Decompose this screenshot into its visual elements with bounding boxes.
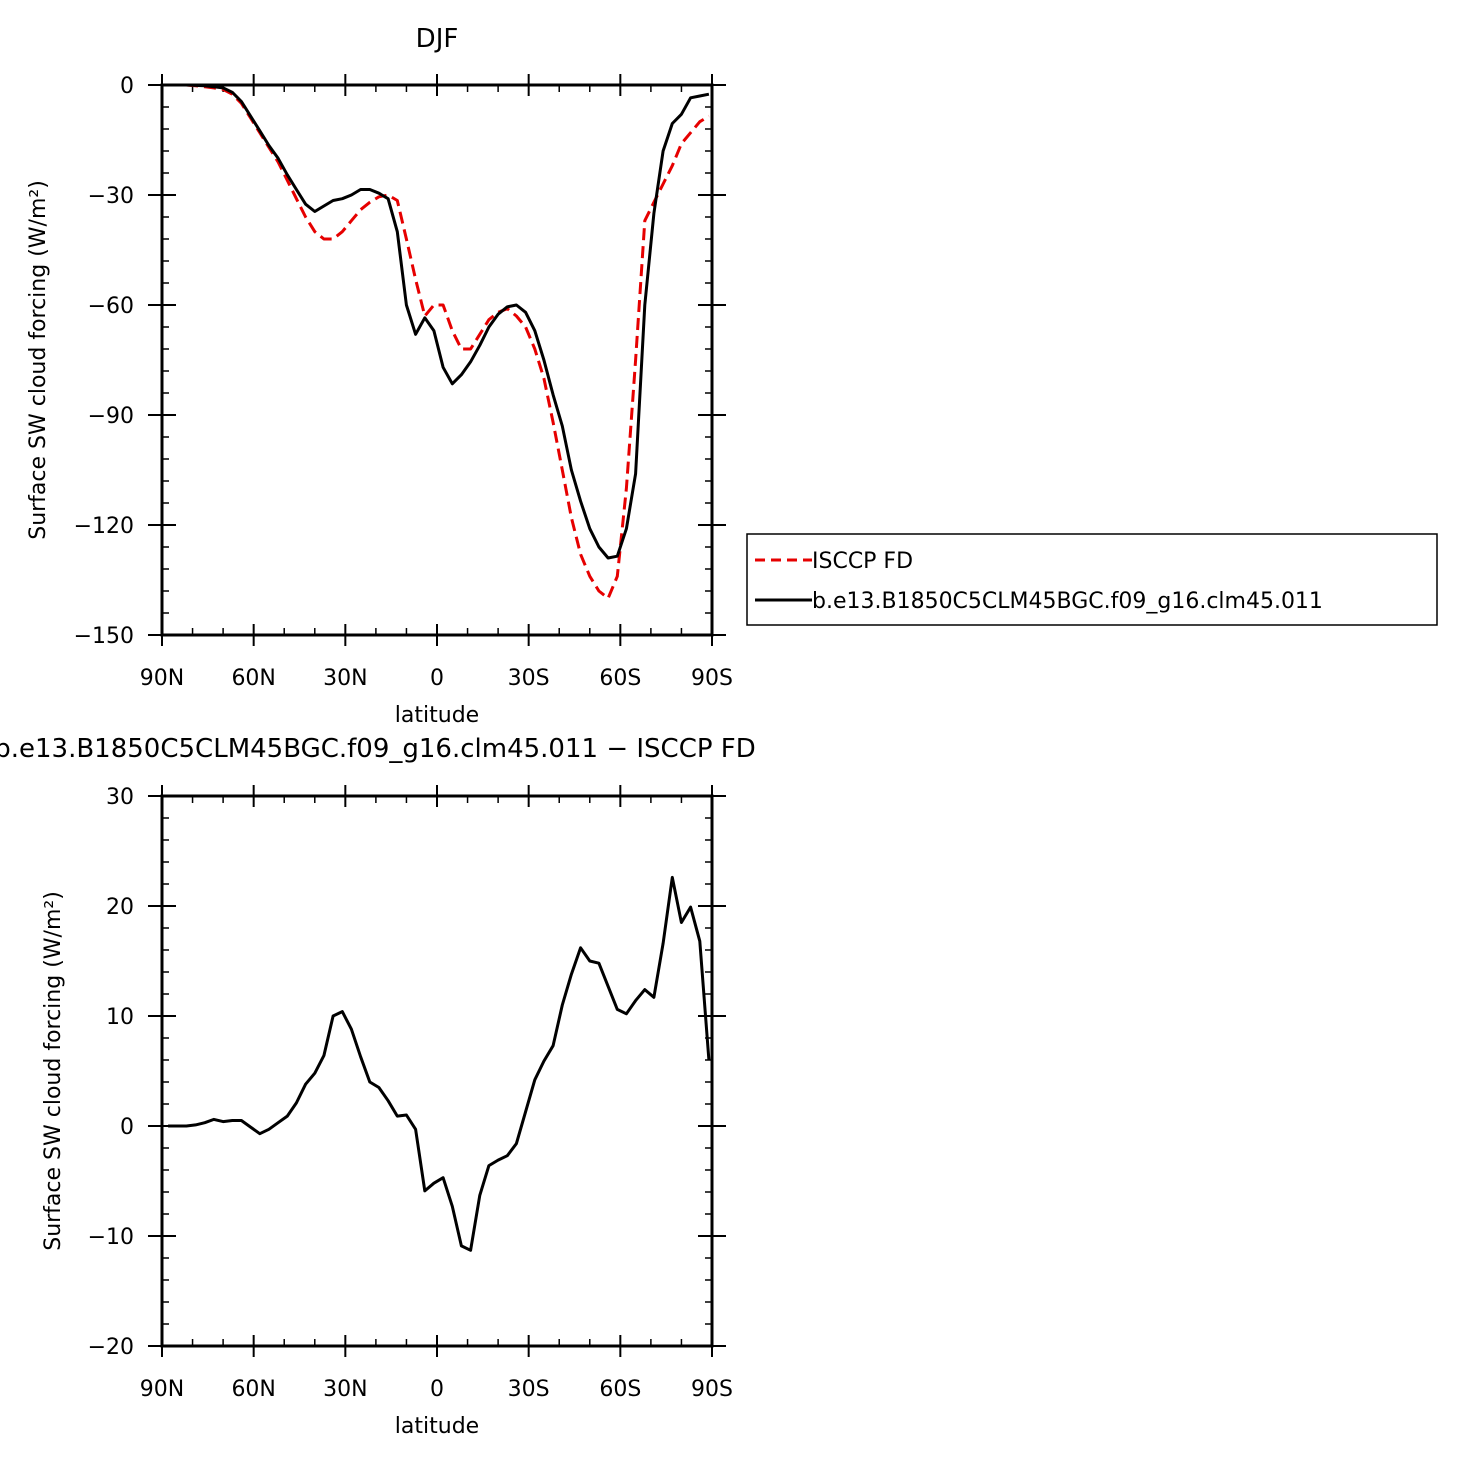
- bottom-y-tick-label: 20: [106, 895, 134, 920]
- bottom-chart-title: b.e13.B1850C5CLM45BGC.f09_g16.clm45.011 …: [0, 734, 756, 764]
- bottom-x-tick-label: 90S: [691, 1377, 733, 1402]
- bottom-y-tick-label: −20: [88, 1335, 134, 1360]
- top-x-tick-label: 30S: [508, 666, 550, 691]
- bottom-plot-frame: [160, 794, 714, 1348]
- bottom-panel: b.e13.B1850C5CLM45BGC.f09_g16.clm45.011 …: [0, 734, 756, 1439]
- bottom-axis-ticks: 90N 60N 30N 0 30S 60S 90S 30 20 10 0 −10 −20: [88, 785, 733, 1402]
- top-series-line-1: [168, 83, 710, 560]
- top-y-tick-label: −30: [88, 184, 134, 209]
- legend-label-isccp: ISCCP FD: [812, 549, 913, 574]
- bottom-x-tick-label: 90N: [140, 1377, 184, 1402]
- bottom-y-tick-label: 0: [120, 1115, 134, 1140]
- top-y-tick-label: −120: [74, 514, 134, 539]
- top-y-tick-label: 0: [120, 74, 134, 99]
- top-chart-title: DJF: [416, 24, 459, 54]
- top-x-tick-label: 90S: [691, 666, 733, 691]
- bottom-x-tick-label: 0: [430, 1377, 444, 1402]
- top-series-lines: [168, 83, 710, 600]
- bottom-y-tick-label: 30: [106, 785, 134, 810]
- bottom-x-tick-label: 30S: [508, 1377, 550, 1402]
- bottom-series-line-0: [168, 875, 711, 1252]
- top-y-tick-label: −90: [88, 404, 134, 429]
- top-plot-frame: [160, 83, 714, 637]
- legend: ISCCP FD b.e13.B1850C5CLM45BGC.f09_g16.c…: [746, 533, 1438, 626]
- bottom-y-tick-label: −10: [88, 1225, 134, 1250]
- bottom-x-tick-label: 60N: [231, 1377, 275, 1402]
- top-y-axis-label: Surface SW cloud forcing (W/m²): [26, 180, 51, 540]
- bottom-x-tick-label: 30N: [323, 1377, 367, 1402]
- top-x-tick-label: 60N: [231, 666, 275, 691]
- bottom-series-lines: [168, 875, 711, 1252]
- top-y-tick-label: −60: [88, 294, 134, 319]
- bottom-y-tick-label: 10: [106, 1005, 134, 1030]
- top-y-tick-label: −150: [74, 624, 134, 649]
- bottom-x-tick-label: 60S: [599, 1377, 641, 1402]
- top-axis-ticks: 90N 60N 30N 0 30S 60S 90S 0 −30 −60 −90 −120 −150: [74, 74, 733, 691]
- bottom-y-axis-label: Surface SW cloud forcing (W/m²): [41, 891, 66, 1251]
- top-x-tick-label: 90N: [140, 666, 184, 691]
- top-x-tick-label: 0: [430, 666, 444, 691]
- top-x-tick-label: 60S: [599, 666, 641, 691]
- top-x-tick-label: 30N: [323, 666, 367, 691]
- bottom-x-axis-label: latitude: [395, 1414, 479, 1439]
- legend-label-model: b.e13.B1850C5CLM45BGC.f09_g16.clm45.011: [812, 589, 1323, 614]
- top-panel: DJF latitude Surface SW cloud forcing (W…: [26, 24, 1438, 728]
- legend-box: [746, 533, 1438, 626]
- top-x-axis-label: latitude: [395, 703, 479, 728]
